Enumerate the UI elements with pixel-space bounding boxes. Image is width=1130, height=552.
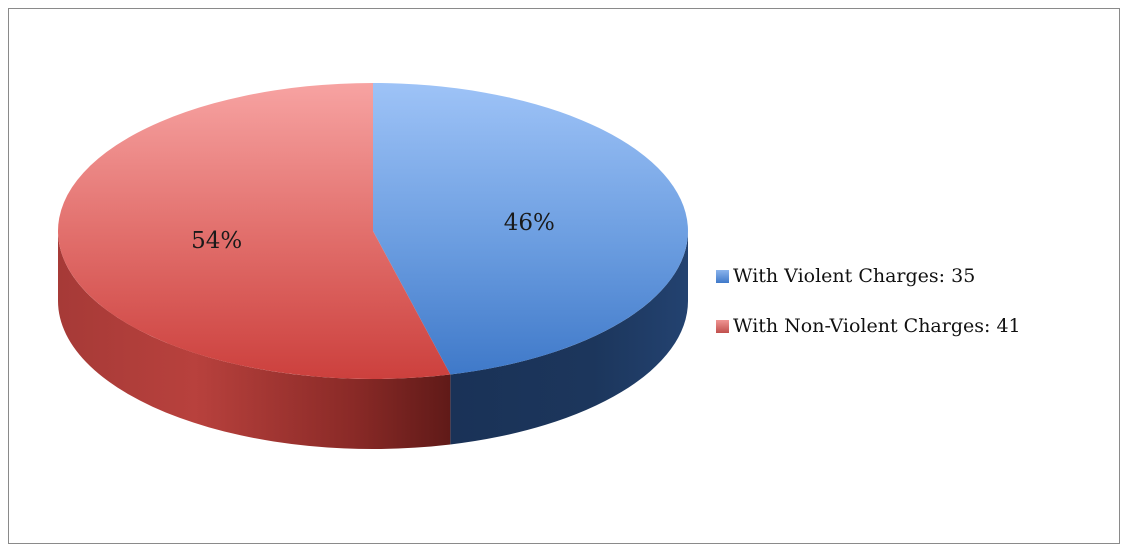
pie-side-non-violent <box>58 231 451 449</box>
pie-slice-non-violent <box>57 83 451 379</box>
pie-data-label-non-violent: 54% <box>191 228 242 254</box>
legend: With Violent Charges: 35 With Non-Violen… <box>716 263 1021 363</box>
legend-label-violent: With Violent Charges: 35 <box>733 265 976 287</box>
legend-label-non-violent: With Non-Violent Charges: 41 <box>733 315 1021 337</box>
legend-item-violent: With Violent Charges: 35 <box>716 263 1021 289</box>
pie-data-label-violent: 46% <box>504 210 555 236</box>
legend-swatch-blue <box>716 269 729 283</box>
pie-slice-violent <box>373 83 688 375</box>
legend-item-non-violent: With Non-Violent Charges: 41 <box>716 313 1021 339</box>
pie-side-violent <box>450 231 688 445</box>
legend-swatch-red <box>716 319 729 333</box>
